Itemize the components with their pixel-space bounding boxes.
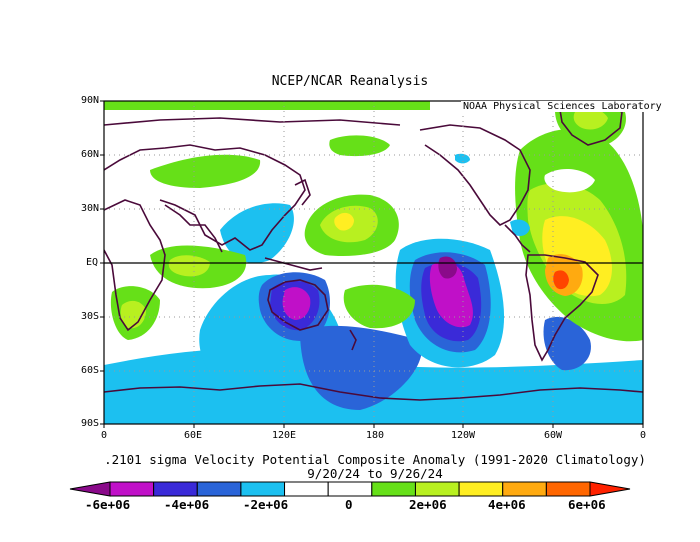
credit-label: NOAA Physical Sciences Laboratory xyxy=(461,101,664,112)
caption-line-2: 9/20/24 to 9/26/24 xyxy=(307,466,443,481)
north-america-coast xyxy=(419,124,531,226)
positive-greenland-inner xyxy=(573,108,608,130)
lon-tick-0-end: 0 xyxy=(640,430,647,441)
colorbar-box xyxy=(240,481,286,497)
chart-title: NCEP/NCAR Reanalysis xyxy=(271,74,429,89)
negative-region-west-pacific xyxy=(220,203,294,264)
colorbar-right-arrow xyxy=(589,481,631,497)
positive-south-africa-inner xyxy=(120,300,146,329)
anomaly-field xyxy=(104,101,643,424)
caption-line-1: .2101 sigma Velocity Potential Composite… xyxy=(104,452,646,467)
lon-tick-60e: 60E xyxy=(184,430,203,441)
arctic-coast xyxy=(104,117,401,126)
lon-tick-120e: 120E xyxy=(272,430,297,441)
positive-africa-inner xyxy=(168,255,210,277)
positive-americas-core xyxy=(553,270,569,290)
south-america-coast xyxy=(525,254,599,362)
colorbar-box xyxy=(502,481,547,497)
colorbar xyxy=(69,481,631,497)
positive-siberia xyxy=(150,154,261,188)
negative-southeast-pacific xyxy=(543,316,591,371)
negative-core2-east-pacific xyxy=(438,256,457,279)
negative-region-south-pacific xyxy=(300,325,422,410)
colorbar-box xyxy=(458,481,504,497)
lat-tick-60n: 60N xyxy=(81,149,100,160)
colorbar-box xyxy=(545,481,591,497)
colorbar-label-neg6: -6e+06 xyxy=(85,497,131,512)
lon-tick-60w: 60W xyxy=(544,430,563,441)
colorbar-box xyxy=(284,481,329,497)
colorbar-box xyxy=(371,481,416,497)
colorbar-box xyxy=(414,481,460,497)
lat-tick-90s: 90S xyxy=(81,418,100,429)
lat-tick-30n: 30N xyxy=(81,203,100,214)
lat-tick-30s: 30S xyxy=(81,311,100,322)
colorbar-label-pos4: 4e+06 xyxy=(488,497,526,512)
central-america-coast xyxy=(504,224,531,253)
coastlines xyxy=(104,103,643,401)
colorbar-box xyxy=(109,481,155,497)
axis-ticks xyxy=(100,100,644,428)
colorbar-label-neg4: -4e+06 xyxy=(164,497,210,512)
europe-asia-coast xyxy=(104,144,306,251)
colorbar-box xyxy=(327,481,373,497)
africa-coast xyxy=(104,199,166,332)
positive-north-pacific-core xyxy=(334,212,354,231)
colorbar-label-neg2: -2e+06 xyxy=(243,497,289,512)
new-zealand-coast xyxy=(349,329,357,351)
lon-tick-120w: 120W xyxy=(451,430,476,441)
lon-tick-0: 0 xyxy=(101,430,108,441)
colorbar-box xyxy=(153,481,198,497)
neutral-hole-canada xyxy=(544,168,595,193)
australia-coast xyxy=(267,279,329,331)
negative-atlantic-patch xyxy=(510,219,530,236)
lon-tick-180: 180 xyxy=(366,430,385,441)
japan-coast xyxy=(294,178,311,206)
positive-alaska xyxy=(329,135,390,157)
antarctica-coast xyxy=(104,383,643,401)
colorbar-box xyxy=(196,481,242,497)
positive-arctic xyxy=(104,101,430,110)
negative-australia-core xyxy=(282,287,311,320)
arabia-india-coast xyxy=(164,204,223,253)
colorbar-label-pos2: 2e+06 xyxy=(409,497,447,512)
positive-south-pacific xyxy=(343,284,415,329)
colorbar-left-arrow xyxy=(69,481,111,497)
indonesia-coast xyxy=(264,257,323,271)
lat-tick-eq: EQ xyxy=(86,257,99,268)
colorbar-boxes xyxy=(109,481,591,497)
lat-tick-60s: 60S xyxy=(81,365,100,376)
negative-core-east-pacific xyxy=(429,261,473,328)
colorbar-label-zero: 0 xyxy=(345,497,353,512)
colorbar-label-pos6: 6e+06 xyxy=(568,497,606,512)
lat-tick-90n: 90N xyxy=(81,95,100,106)
negative-pacific-patch xyxy=(455,153,470,164)
